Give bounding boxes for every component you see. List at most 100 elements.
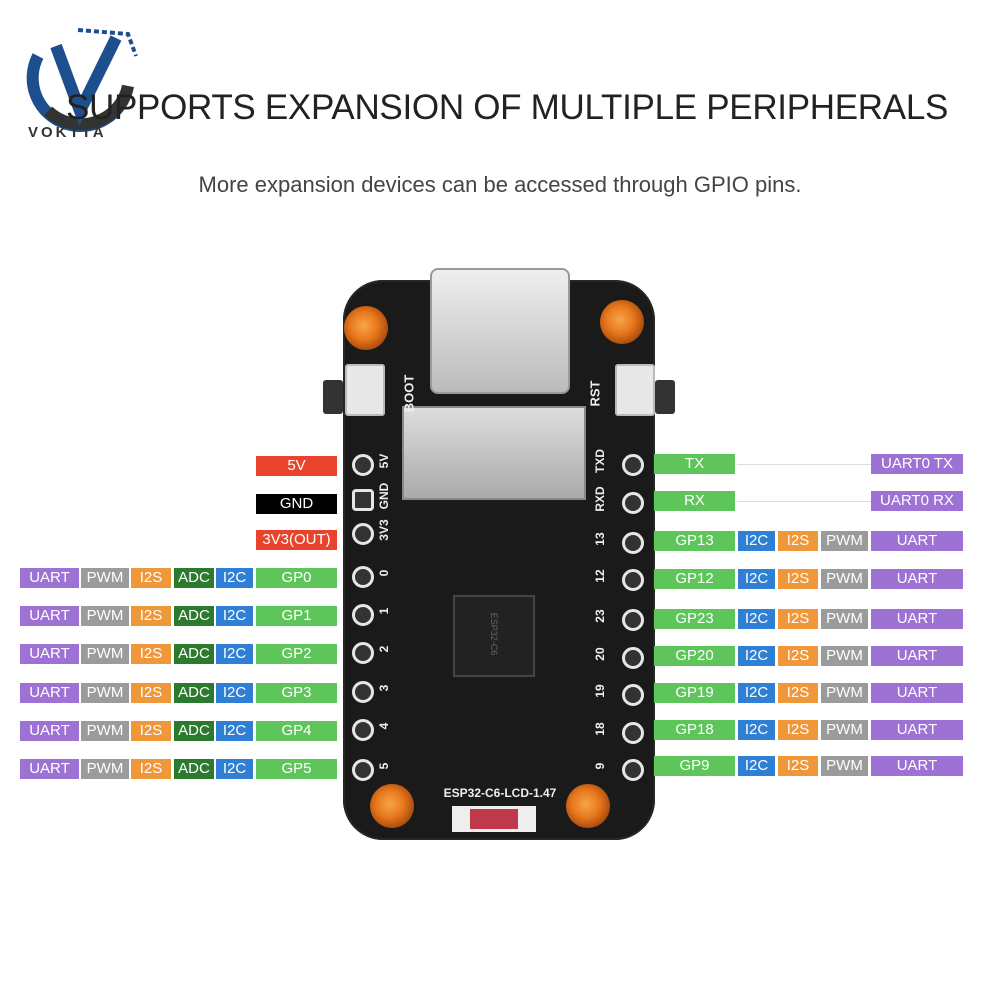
- pin-label-gp5: GP5: [256, 759, 337, 779]
- pin-label-gp1: GP1: [256, 606, 337, 626]
- screw: [600, 300, 644, 344]
- function-tag-i2c: I2C: [216, 644, 253, 664]
- function-tag-i2s: I2S: [131, 568, 171, 588]
- function-tag-pwm: PWM: [821, 720, 868, 740]
- pin-silk-label: 13: [593, 532, 607, 546]
- boot-button[interactable]: [345, 364, 385, 416]
- usb-c-port: [430, 268, 570, 394]
- function-tag-uart: UART0 RX: [871, 491, 963, 511]
- rst-button[interactable]: [615, 364, 655, 416]
- function-tag-i2s: I2S: [778, 646, 818, 666]
- pin-silk-label: RXD: [593, 486, 607, 512]
- rst-label: RST: [587, 380, 603, 407]
- connector-line: [737, 464, 871, 465]
- function-tag-uart: UART: [20, 759, 79, 779]
- header-pin: [352, 523, 374, 545]
- function-tag-i2c: I2C: [216, 606, 253, 626]
- function-tag-uart: UART: [871, 683, 963, 703]
- pin-label-gp12: GP12: [654, 569, 735, 589]
- pin-silk-label: 23: [593, 609, 607, 623]
- function-tag-i2c: I2C: [216, 568, 253, 588]
- header-pin: [352, 454, 374, 476]
- pin-label-gp9: GP9: [654, 756, 735, 776]
- pin-silk-label: 2: [377, 645, 391, 653]
- pin-silk-label: 0: [377, 569, 391, 577]
- function-tag-pwm: PWM: [81, 759, 129, 779]
- brand-name: VOKTTA: [28, 124, 107, 141]
- function-tag-uart: UART: [871, 569, 963, 589]
- function-tag-pwm: PWM: [821, 531, 868, 551]
- function-tag-uart: UART: [871, 609, 963, 629]
- pin-label-tx: TX: [654, 454, 735, 474]
- function-tag-uart: UART: [871, 720, 963, 740]
- function-tag-pwm: PWM: [821, 683, 868, 703]
- function-tag-adc: ADC: [174, 721, 214, 741]
- function-tag-pwm: PWM: [81, 644, 129, 664]
- header-pin: [352, 489, 374, 511]
- function-tag-uart: UART: [871, 646, 963, 666]
- function-tag-i2s: I2S: [131, 721, 171, 741]
- pin-silk-label: 5V: [377, 453, 391, 469]
- pin-silk-label: 9: [593, 762, 607, 770]
- header-pin: [622, 684, 644, 706]
- function-tag-uart: UART0 TX: [871, 454, 963, 474]
- function-tag-i2s: I2S: [778, 756, 818, 776]
- voktta-logo: [18, 16, 138, 146]
- pin-silk-label: 3V3: [377, 519, 391, 541]
- function-tag-i2c: I2C: [738, 531, 775, 551]
- function-tag-pwm: PWM: [81, 606, 129, 626]
- pin-label-gp0: GP0: [256, 568, 337, 588]
- pin-silk-label: 19: [593, 684, 607, 698]
- connector: [452, 806, 536, 832]
- function-tag-i2c: I2C: [738, 720, 775, 740]
- function-tag-uart: UART: [20, 683, 79, 703]
- pin-label-3v3out: 3V3(OUT): [256, 530, 337, 550]
- esp32-chip: ESP32-C6: [453, 595, 535, 677]
- function-tag-pwm: PWM: [821, 756, 868, 776]
- pin-label-gp18: GP18: [654, 720, 735, 740]
- page-title: SUPPORTS EXPANSION OF MULTIPLE PERIPHERA…: [65, 88, 949, 127]
- header-pin: [352, 719, 374, 741]
- function-tag-adc: ADC: [174, 568, 214, 588]
- pin-label-gp3: GP3: [256, 683, 337, 703]
- pin-label-rx: RX: [654, 491, 735, 511]
- function-tag-i2s: I2S: [778, 531, 818, 551]
- function-tag-i2c: I2C: [738, 756, 775, 776]
- header-pin: [352, 681, 374, 703]
- function-tag-pwm: PWM: [821, 569, 868, 589]
- pin-silk-label: 4: [377, 722, 391, 730]
- pin-silk-label: TXD: [593, 449, 607, 473]
- function-tag-pwm: PWM: [821, 646, 868, 666]
- header-pin: [622, 569, 644, 591]
- screw: [344, 306, 388, 350]
- shield-can: [402, 406, 586, 500]
- function-tag-pwm: PWM: [81, 568, 129, 588]
- function-tag-pwm: PWM: [81, 721, 129, 741]
- function-tag-uart: UART: [20, 568, 79, 588]
- header-pin: [352, 566, 374, 588]
- pin-silk-label: 12: [593, 569, 607, 583]
- pin-silk-label: 5: [377, 762, 391, 770]
- header-pin: [352, 759, 374, 781]
- header-pin: [622, 647, 644, 669]
- function-tag-i2c: I2C: [738, 683, 775, 703]
- function-tag-i2s: I2S: [131, 606, 171, 626]
- screw: [370, 784, 414, 828]
- pin-silk-label: 1: [377, 607, 391, 615]
- function-tag-adc: ADC: [174, 759, 214, 779]
- pin-label-5v: 5V: [256, 456, 337, 476]
- header-pin: [622, 759, 644, 781]
- function-tag-i2c: I2C: [738, 646, 775, 666]
- pin-silk-label: 18: [593, 722, 607, 736]
- function-tag-uart: UART: [20, 644, 79, 664]
- pin-label-gp13: GP13: [654, 531, 735, 551]
- function-tag-i2c: I2C: [738, 569, 775, 589]
- function-tag-i2c: I2C: [738, 609, 775, 629]
- pin-silk-label: 20: [593, 647, 607, 661]
- screw: [566, 784, 610, 828]
- rst-button-cap: [655, 380, 675, 414]
- pin-silk-label: 3: [377, 684, 391, 692]
- function-tag-uart: UART: [871, 756, 963, 776]
- function-tag-i2c: I2C: [216, 759, 253, 779]
- boot-button-cap: [323, 380, 343, 414]
